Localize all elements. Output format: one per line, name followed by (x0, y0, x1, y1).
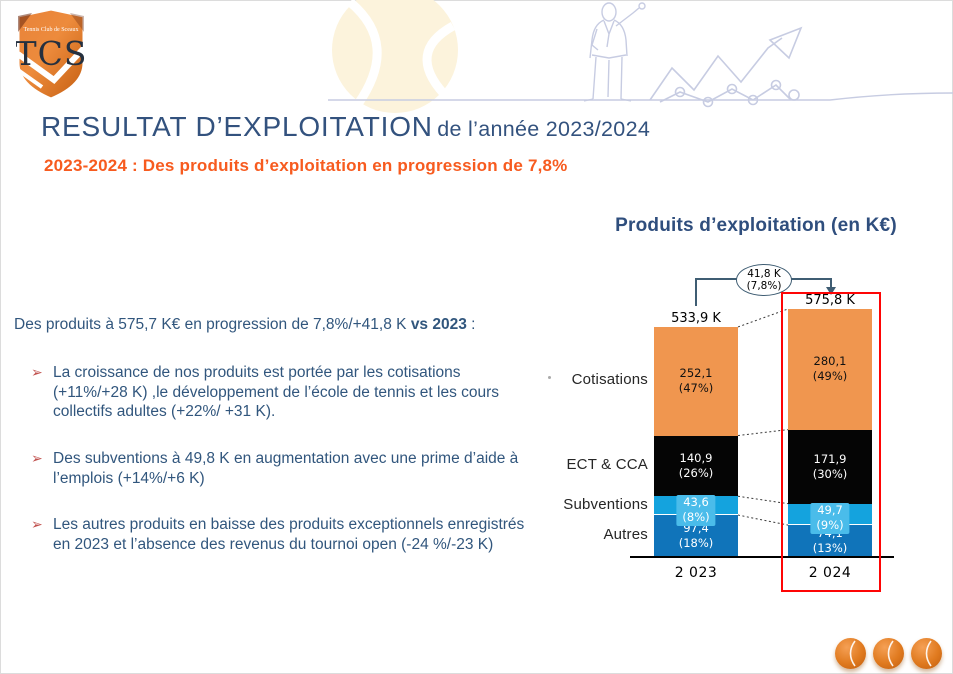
segment-value: 280,1 (813, 354, 847, 369)
growth-arrow-sketch-icon (649, 26, 803, 108)
segment-label: 252,1 (47%) (654, 366, 738, 396)
shield-corner-shade (18, 13, 32, 32)
bracket-right-line (789, 278, 831, 280)
series-label-ect-cca: ECT & CCA (566, 455, 648, 473)
segment-label: 43,6 (8%) (676, 495, 716, 527)
bar-segment-subventions: 43,6 (8%) (654, 495, 738, 527)
tennis-ball-icon (332, 0, 458, 113)
bullet-text: La croissance de nos produits est portée… (53, 364, 500, 421)
stray-dot (548, 376, 551, 379)
segment-label: 171,9 (30%) (788, 452, 872, 482)
segment-percent: (47%) (678, 381, 714, 396)
arrow-bullet-icon: ➢ (31, 364, 43, 380)
segment-percent: (13%) (812, 541, 848, 556)
tennis-ball-icon (835, 638, 866, 669)
segment-percent: (18%) (678, 536, 714, 550)
bullet-item: ➢ La croissance de nos produits est port… (31, 363, 539, 422)
intro-bold: vs 2023 (410, 316, 467, 333)
bracket-left-line (695, 278, 738, 280)
bullet-list: ➢ La croissance de nos produits est port… (31, 363, 539, 582)
arrow-down-icon (826, 287, 836, 295)
tennis-ball-icon (911, 638, 942, 669)
series-label-cotisations: Cotisations (571, 371, 648, 389)
segment-label: 140,9 (26%) (654, 451, 738, 481)
segment-value: 140,9 (679, 450, 713, 465)
segment-label: 280,1 (49%) (788, 354, 872, 384)
bracket-arrow-stem (830, 278, 832, 288)
shield-swoosh (16, 45, 86, 84)
annotation-value: 41,8 K (747, 267, 781, 280)
x-axis-line (630, 556, 894, 558)
segment-value: 49,7 (817, 502, 843, 517)
page-title: RESULTAT D’EXPLOITATION de l’année 2023/… (41, 111, 650, 143)
presenter-sketch-icon (328, 2, 953, 102)
arrow-bullet-icon: ➢ (31, 450, 43, 467)
segment-percent: (8%) (682, 510, 710, 525)
intro-text: Des produits à 575,7 K€ en progression d… (14, 315, 548, 335)
chart-title: Produits d’exploitation (en K€) (615, 215, 897, 236)
bar-segment-cotisations: 280,1 (49%) (788, 308, 872, 430)
segment-value: 43,6 (683, 495, 709, 510)
logo-club-name: Tennis Club de Sceaux (23, 27, 78, 33)
tcs-logo: Tennis Club de Sceaux TCS (16, 8, 86, 100)
bar-segment-subventions: 49,7 (9%) (788, 502, 872, 534)
segment-percent: (49%) (812, 369, 848, 384)
bullet-text: Des subventions à 49,8 K en augmentation… (53, 450, 519, 487)
annotation-pct: (7,8%) (746, 280, 782, 292)
bracket-left-drop (695, 278, 697, 306)
bar-total-label: 533,9 K (671, 310, 721, 326)
arrow-bullet-icon: ➢ (31, 516, 43, 533)
page-title-suffix: de l’année 2023/2024 (437, 117, 651, 141)
bar-total-label: 575,8 K (805, 292, 855, 308)
segment-percent: (9%) (816, 517, 844, 532)
x-axis-label: 2 024 (808, 565, 852, 581)
header-decoration (328, 0, 953, 113)
bullet-item: ➢ Les autres produits en baisse des prod… (31, 515, 539, 554)
page-title-main: RESULTAT D’EXPLOITATION (41, 111, 433, 142)
segment-value: 252,1 (679, 366, 713, 381)
page-subtitle: 2023-2024 : Des produits d’exploitation … (44, 156, 568, 175)
shield-swoosh (16, 68, 44, 89)
segment-percent: (26%) (678, 465, 714, 480)
segment-label: 49,7 (9%) (810, 502, 850, 534)
bar-segment-cotisations: 252,1 (47%) (654, 326, 738, 436)
bar-segment-ect-cca: 140,9 (26%) (654, 435, 738, 497)
intro-pre: Des produits à 575,7 K€ en progression d… (14, 316, 411, 333)
bullet-text: Les autres produits en baisse des produi… (53, 516, 525, 554)
bar-segment-ect-cca: 171,9 (30%) (788, 429, 872, 504)
logo-abbr: TCS (16, 34, 86, 73)
series-label-subventions: Subventions (563, 495, 648, 513)
segment-percent: (30%) (812, 466, 848, 481)
tennis-ball-icon (873, 638, 904, 669)
series-label-autres: Autres (603, 526, 648, 544)
bullet-item: ➢ Des subventions à 49,8 K en augmentati… (31, 449, 539, 488)
segment-value: 171,9 (813, 451, 847, 466)
shield-corner-shade (70, 13, 84, 32)
annotation-bubble: 41,8 K (7,8%) (736, 264, 792, 296)
intro-post: : (466, 316, 476, 333)
x-axis-label: 2 023 (674, 565, 718, 581)
